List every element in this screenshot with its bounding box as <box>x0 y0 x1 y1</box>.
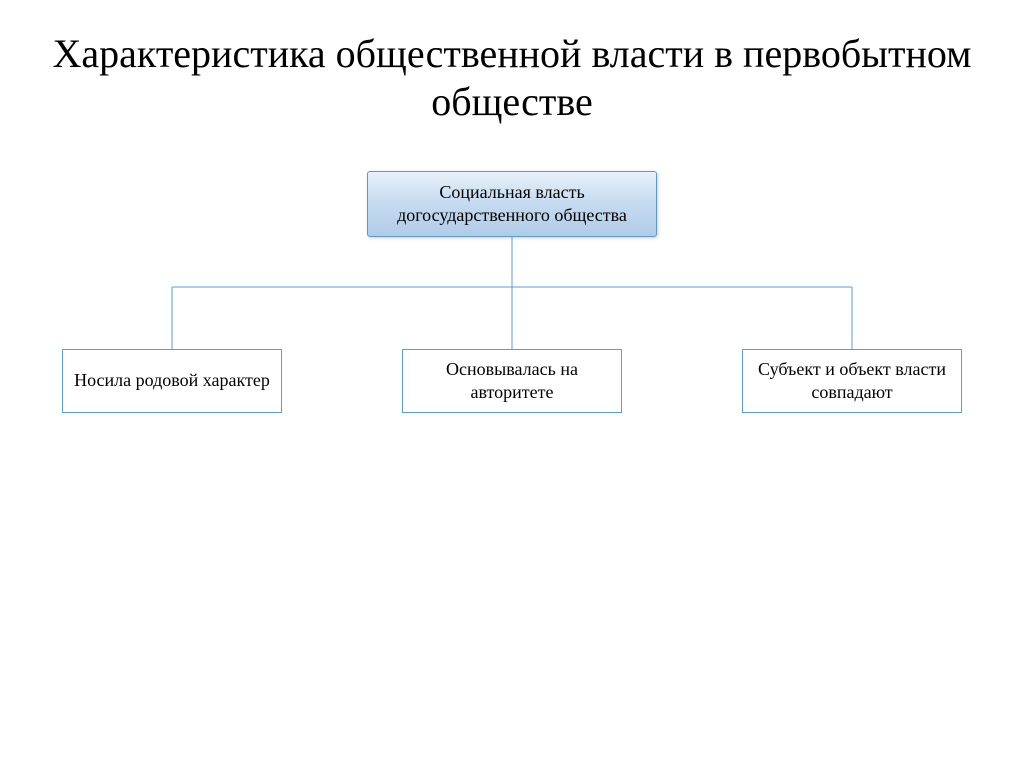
child-node-2: Основывалась на авторитете <box>402 349 622 413</box>
page-title: Характеристика общественной власти в пер… <box>0 0 1024 126</box>
root-node: Социальная власть догосударственного общ… <box>367 171 657 237</box>
child-node-1: Носила родовой характер <box>62 349 282 413</box>
child-node-3: Субъект и объект власти совпадают <box>742 349 962 413</box>
connector-lines <box>0 237 1024 349</box>
